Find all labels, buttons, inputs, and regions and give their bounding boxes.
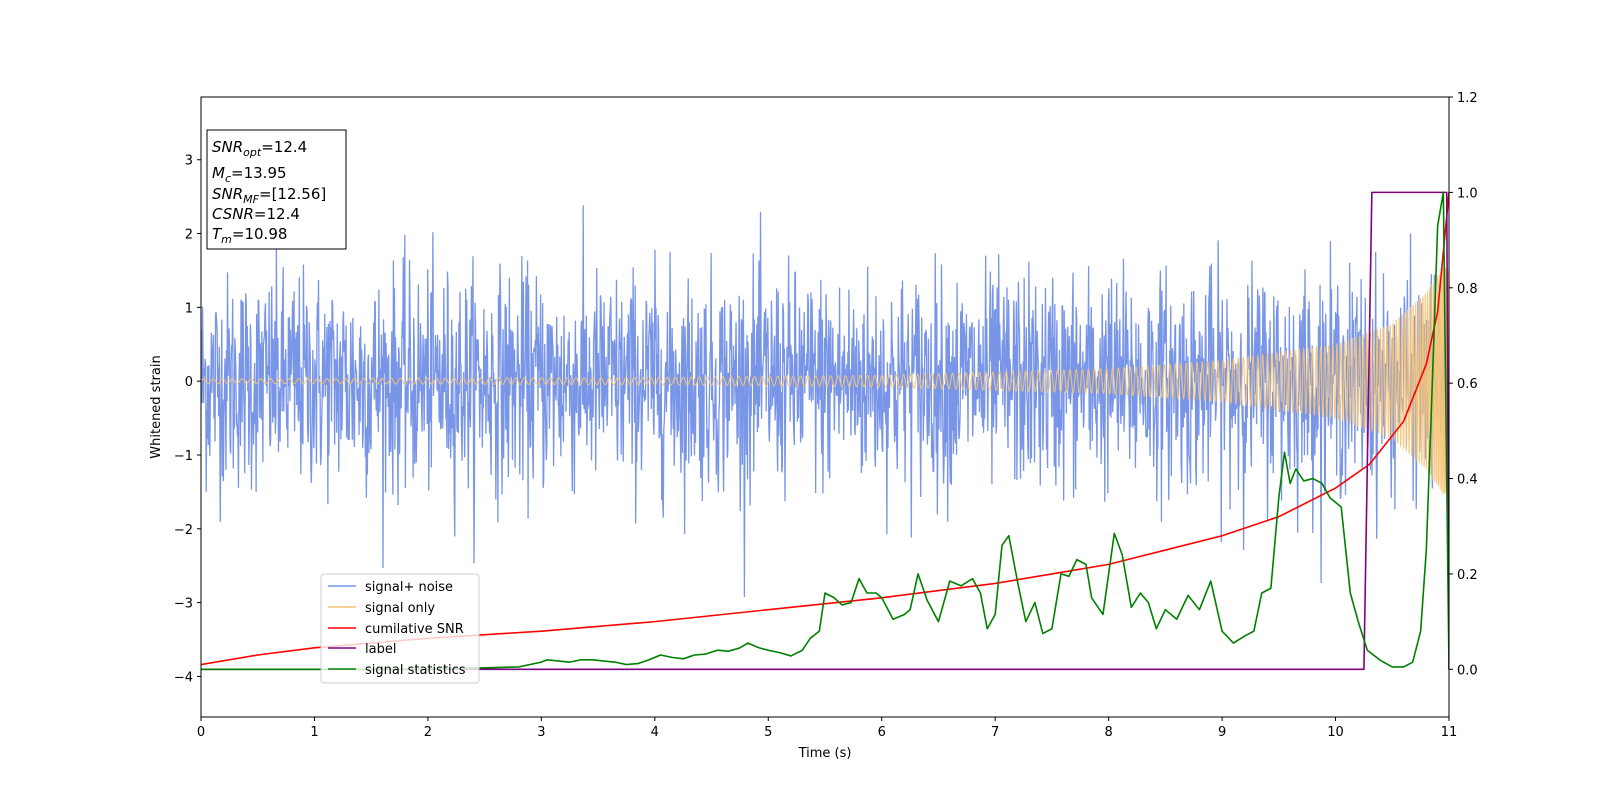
x-tick-label: 6 — [878, 725, 886, 740]
legend-item-signal-noise: signal+ noise — [328, 580, 453, 595]
info-snr-opt: SNRopt=12.4 — [212, 138, 307, 159]
y-left-tick-label: −1 — [174, 449, 193, 464]
y-axis-label: Whitened strain — [149, 355, 164, 458]
legend-frame — [320, 573, 480, 684]
y-left-tick-label: 1 — [185, 301, 193, 316]
legend-label-signal-statistics: signal statistics — [365, 663, 466, 678]
legend-item-signal-statistics: signal statistics — [328, 663, 466, 678]
x-tick-label: 3 — [537, 725, 545, 740]
series-signal-statistics — [201, 191, 1449, 671]
legend: signal+ noise signal only cumilative SNR… — [320, 573, 480, 684]
y-left-tick-label: −3 — [174, 597, 193, 612]
x-axis-label: Time (s) — [798, 746, 852, 761]
x-tick-label: 10 — [1327, 725, 1344, 740]
series-label — [201, 191, 1449, 671]
x-tick-label: 8 — [1104, 725, 1112, 740]
info-snr-mf: SNRMF=[12.56] — [212, 185, 326, 206]
y-axis-left: −4 −3 −2 −1 0 1 2 3 — [174, 154, 201, 685]
info-csnr: CSNR=12.4 — [212, 205, 300, 223]
series-signal-noise — [201, 205, 1449, 598]
legend-label-signal-only: signal only — [365, 601, 435, 616]
legend-item-signal-only: signal only — [328, 601, 435, 616]
legend-label-cumilative-snr: cumilative SNR — [365, 622, 464, 637]
y-right-tick-label: 0.0 — [1457, 663, 1478, 678]
legend-item-label: label — [328, 642, 396, 657]
y-right-tick-label: 0.4 — [1457, 473, 1478, 488]
y-left-tick-label: −2 — [174, 523, 193, 538]
x-tick-label: 2 — [424, 725, 432, 740]
y-left-tick-label: 2 — [185, 228, 193, 243]
y-right-tick-label: 0.8 — [1457, 282, 1478, 297]
x-tick-label: 0 — [197, 725, 205, 740]
legend-label-label: label — [365, 642, 396, 657]
y-left-tick-label: 0 — [185, 375, 193, 390]
x-tick-label: 9 — [1218, 725, 1226, 740]
y-left-tick-label: 3 — [185, 154, 193, 169]
info-box: SNRopt=12.4 Mc=13.95 SNRMF=[12.56] CSNR=… — [206, 129, 347, 250]
x-tick-label: 5 — [764, 725, 772, 740]
y-right-tick-label: 0.6 — [1457, 377, 1478, 392]
x-tick-label: 7 — [991, 725, 999, 740]
y-right-tick-label: 1.2 — [1457, 91, 1478, 106]
y-right-tick-label: 0.2 — [1457, 568, 1478, 583]
x-tick-label: 4 — [651, 725, 659, 740]
y-axis-right: 0.0 0.2 0.4 0.6 0.8 1.0 1.2 — [1449, 91, 1478, 678]
x-tick-label: 11 — [1441, 725, 1458, 740]
legend-item-cumilative-snr: cumilative SNR — [328, 622, 464, 637]
y-left-tick-label: −4 — [174, 670, 193, 685]
info-tm: Tm=10.98 — [212, 225, 287, 246]
x-axis: 0 1 2 3 4 5 6 7 8 9 10 11 — [197, 717, 1457, 740]
y-right-tick-label: 1.0 — [1457, 186, 1478, 201]
series-signal-only — [201, 267, 1449, 495]
legend-label-signal-noise: signal+ noise — [365, 580, 453, 595]
info-mc: Mc=13.95 — [212, 164, 287, 185]
info-box-frame — [206, 129, 347, 250]
plot-frame — [200, 96, 1450, 718]
x-tick-label: 1 — [310, 725, 318, 740]
